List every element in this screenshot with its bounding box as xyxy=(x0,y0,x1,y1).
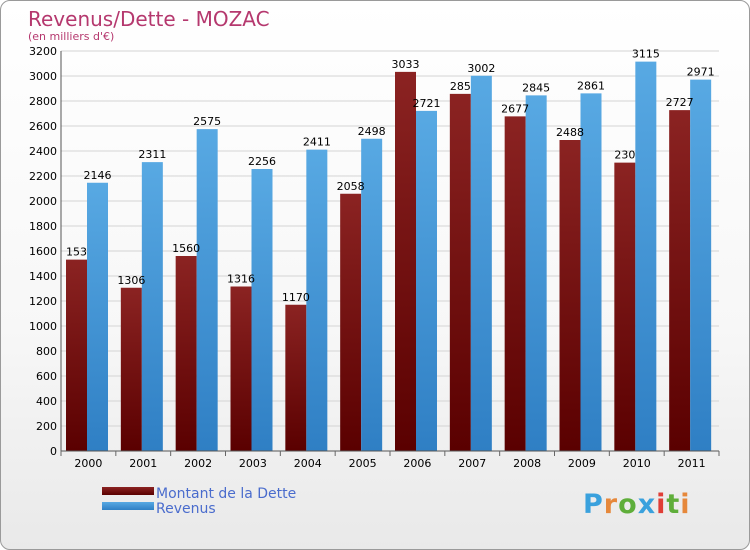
value-labels: 153 2146 1306 2311 1560 2575 1316 2256 1170 2411 2… xyxy=(66,48,715,304)
y-tick-label: 1800 xyxy=(29,220,57,233)
data-label: 2677 xyxy=(501,102,529,115)
data-label: 153 xyxy=(66,246,87,259)
bar-revenus xyxy=(580,93,602,451)
bar-revenus xyxy=(361,138,383,451)
y-tick-label: 2400 xyxy=(29,145,57,158)
y-tick-label: 800 xyxy=(36,345,57,358)
logo-letter: r xyxy=(603,489,619,520)
y-tick-label: 2200 xyxy=(29,170,57,183)
data-label: 2058 xyxy=(337,180,365,193)
chart-subtitle: (en milliers d'€) xyxy=(28,30,115,43)
bars xyxy=(66,61,712,451)
x-tick-label: 2011 xyxy=(678,457,706,470)
legend-swatch-dette xyxy=(102,487,154,495)
bar-revenus xyxy=(306,149,328,451)
data-label: 3002 xyxy=(467,62,495,75)
bar-dette xyxy=(395,71,416,451)
y-tick-label: 3000 xyxy=(29,70,57,83)
x-tick-label: 2008 xyxy=(513,457,541,470)
data-label: 1170 xyxy=(282,291,310,304)
data-label: 3115 xyxy=(632,48,660,61)
y-tick-label: 1000 xyxy=(29,320,57,333)
data-label: 2575 xyxy=(193,115,221,128)
logo-letter: P xyxy=(583,489,604,520)
bar-dette xyxy=(230,286,252,451)
x-tick-label: 2005 xyxy=(349,457,377,470)
bar-dette xyxy=(120,287,142,451)
bar-revenus xyxy=(87,182,108,451)
y-tick-label: 1400 xyxy=(29,270,57,283)
chart-title: Revenus/Dette - MOZAC xyxy=(28,7,270,31)
legend-swatch-revenus xyxy=(102,502,154,510)
y-tick-label: 0 xyxy=(50,445,57,458)
bar-dette xyxy=(504,116,526,451)
bar-dette xyxy=(669,110,691,451)
bar-revenus xyxy=(525,95,547,451)
logo-letter: i xyxy=(656,489,667,520)
bar-dette xyxy=(614,162,636,451)
bar-revenus xyxy=(251,169,273,451)
bar-revenus xyxy=(141,162,163,451)
x-tick-label: 2002 xyxy=(184,457,212,470)
y-tick-label: 2800 xyxy=(29,95,57,108)
bar-dette xyxy=(175,256,197,451)
logo-letter: x xyxy=(637,489,657,520)
y-tick-label: 1600 xyxy=(29,245,57,258)
data-label: 1316 xyxy=(227,273,255,286)
bar-revenus xyxy=(416,110,437,451)
logo-letter: i xyxy=(680,489,691,520)
bar-revenus xyxy=(470,75,492,451)
y-tick-label: 3200 xyxy=(29,45,57,58)
bar-dette xyxy=(285,304,307,451)
data-label: 1560 xyxy=(172,242,200,255)
data-label: 2411 xyxy=(303,136,331,149)
data-label: 2727 xyxy=(666,96,694,109)
legend-label-revenus: Revenus xyxy=(156,501,216,517)
y-tick-label: 2000 xyxy=(29,195,57,208)
y-axis-ticks: 0 200 400 600 800 1000 1200 1400 1600 1800 2000 220… xyxy=(29,45,57,458)
y-tick-label: 2600 xyxy=(29,120,57,133)
data-label: 2498 xyxy=(358,125,386,138)
x-tick-label: 2000 xyxy=(74,457,102,470)
data-label: 2488 xyxy=(556,126,584,139)
legend-label-dette: Montant de la Dette xyxy=(156,486,297,502)
data-label: 285 xyxy=(450,80,471,93)
bar-dette xyxy=(449,93,471,451)
y-tick-label: 200 xyxy=(36,420,57,433)
x-tick-label: 2003 xyxy=(239,457,267,470)
x-tick-label: 2007 xyxy=(458,457,486,470)
data-label: 2256 xyxy=(248,155,276,168)
data-label: 2845 xyxy=(522,81,550,94)
y-tick-label: 1200 xyxy=(29,295,57,308)
y-tick-label: 600 xyxy=(36,370,57,383)
logo-letter: t xyxy=(666,489,681,520)
x-tick-label: 2006 xyxy=(403,457,431,470)
bar-revenus xyxy=(690,79,712,451)
data-label: 2721 xyxy=(413,97,441,110)
x-axis-ticks: 2000 2001 2002 2003 2004 2005 2006 2007 2008 2009… xyxy=(60,451,720,470)
data-label: 1306 xyxy=(117,274,145,287)
data-label: 2311 xyxy=(138,148,166,161)
data-label: 3033 xyxy=(392,58,420,71)
x-tick-label: 2010 xyxy=(623,457,651,470)
bar-dette xyxy=(340,193,362,451)
x-tick-label: 2004 xyxy=(294,457,322,470)
data-label: 2861 xyxy=(577,79,605,92)
data-label: 2971 xyxy=(687,66,715,79)
y-tick-label: 400 xyxy=(36,395,57,408)
bar-dette xyxy=(66,259,87,451)
data-label: 230 xyxy=(614,149,635,162)
data-label: 2146 xyxy=(84,169,112,182)
bar-dette xyxy=(559,140,581,451)
bar-revenus xyxy=(635,61,657,451)
bar-revenus xyxy=(196,129,218,451)
x-tick-label: 2009 xyxy=(568,457,596,470)
proxiti-logo: Proxiti xyxy=(583,489,691,520)
logo-letter: o xyxy=(618,489,638,520)
x-tick-label: 2001 xyxy=(129,457,157,470)
